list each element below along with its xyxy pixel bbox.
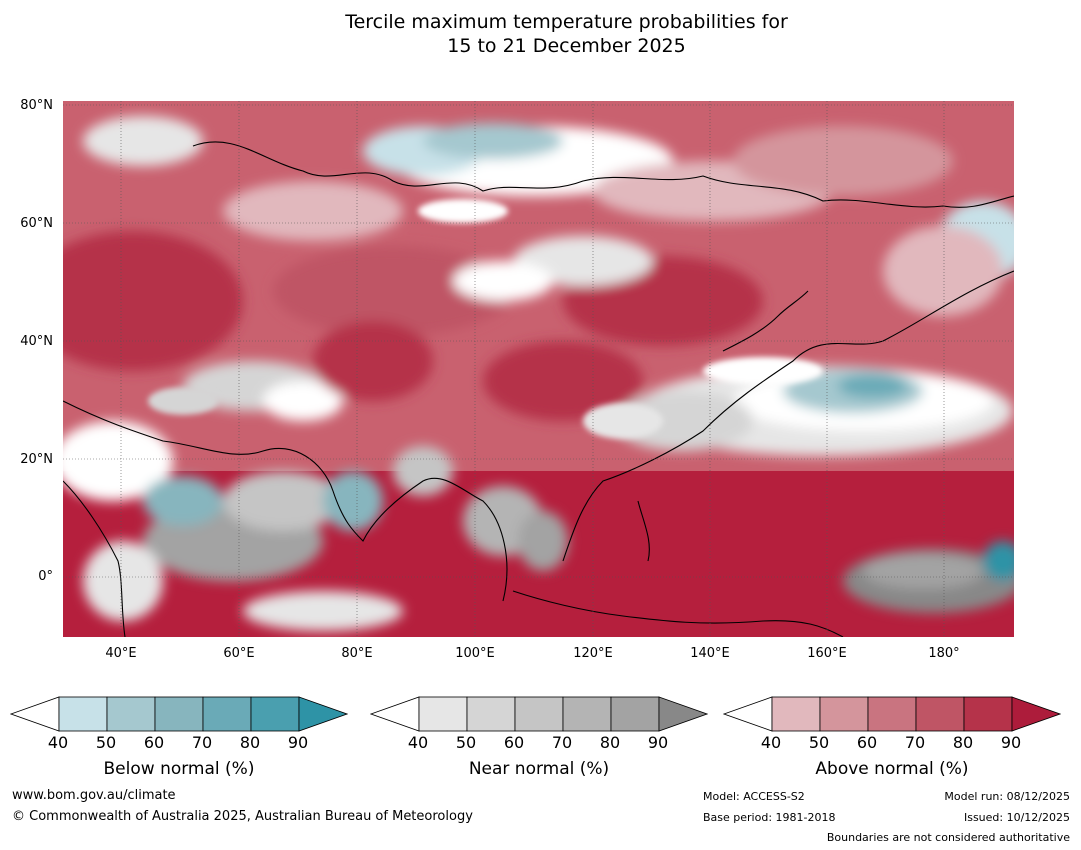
colorbar-title-below: Below normal (%) bbox=[103, 759, 255, 779]
colorbar-segment bbox=[466, 696, 516, 732]
footer-disclaimer: Boundaries are not considered authoritat… bbox=[826, 831, 1070, 844]
colorbar-segment bbox=[771, 696, 821, 732]
lon-label-120e: 120°E bbox=[573, 646, 613, 661]
tick: 40 bbox=[760, 733, 782, 752]
tick: 80 bbox=[599, 733, 621, 752]
lon-label-80e: 80°E bbox=[341, 646, 373, 661]
coastline-africa bbox=[63, 480, 126, 637]
footer-base-period: Base period: 1981-2018 bbox=[703, 811, 836, 824]
colorbar-segment bbox=[610, 696, 660, 732]
lat-label-80n: 80°N bbox=[20, 98, 53, 113]
lon-label-140e: 140°E bbox=[690, 646, 730, 661]
title-line-1: Tercile maximum temperature probabilitie… bbox=[345, 11, 788, 33]
tick: 90 bbox=[647, 733, 669, 752]
footer-issued: Issued: 10/12/2025 bbox=[963, 811, 1070, 824]
tick: 50 bbox=[455, 733, 477, 752]
colorbar-above-normal bbox=[723, 696, 1061, 734]
colorbar-segment bbox=[250, 696, 300, 732]
footer-model: Model: ACCESS-S2 bbox=[703, 790, 805, 803]
colorbar-segment bbox=[819, 696, 869, 732]
probability-map bbox=[63, 101, 1014, 637]
lon-label-160e: 160°E bbox=[807, 646, 847, 661]
footer-model-run: Model run: 08/12/2025 bbox=[944, 790, 1070, 803]
colorbar-extend-high bbox=[298, 696, 348, 732]
footer-copyright: © Commonwealth of Australia 2025, Austra… bbox=[12, 809, 473, 824]
colorbar-segment bbox=[963, 696, 1013, 732]
coastline-philippines bbox=[637, 500, 650, 562]
tick: 50 bbox=[95, 733, 117, 752]
lon-label-40e: 40°E bbox=[105, 646, 137, 661]
lon-label-100e: 100°E bbox=[455, 646, 495, 661]
coastline-indonesia bbox=[512, 590, 844, 637]
colorbar-extend-low bbox=[10, 696, 60, 732]
coastline-south-asia bbox=[63, 400, 508, 602]
tick: 80 bbox=[239, 733, 261, 752]
colorbar-segment bbox=[58, 696, 108, 732]
gridlines bbox=[63, 101, 1014, 637]
colorbar-title-above: Above normal (%) bbox=[815, 759, 969, 779]
tick: 60 bbox=[856, 733, 878, 752]
colorbar-segment bbox=[562, 696, 612, 732]
coastline-japan bbox=[722, 290, 809, 352]
lat-label-20n: 20°N bbox=[20, 452, 53, 467]
tick: 60 bbox=[503, 733, 525, 752]
tick: 70 bbox=[904, 733, 926, 752]
colorbar-segment bbox=[106, 696, 156, 732]
tick: 90 bbox=[287, 733, 309, 752]
tick: 80 bbox=[952, 733, 974, 752]
chart-title: Tercile maximum temperature probabilitie… bbox=[0, 10, 1081, 58]
colorbar-below-normal bbox=[10, 696, 348, 734]
colorbar-segment bbox=[915, 696, 965, 732]
colorbar-extend-high bbox=[1011, 696, 1061, 732]
coastline-north-asia bbox=[192, 141, 1014, 208]
colorbar-segment bbox=[154, 696, 204, 732]
tick: 90 bbox=[1000, 733, 1022, 752]
colorbar-title-near: Near normal (%) bbox=[468, 759, 610, 779]
colorbar-extend-high bbox=[658, 696, 708, 732]
colorbar-near-normal bbox=[370, 696, 708, 734]
lat-label-60n: 60°N bbox=[20, 216, 53, 231]
footer-website: www.bom.gov.au/climate bbox=[12, 788, 176, 803]
colorbar-segment bbox=[867, 696, 917, 732]
coastlines bbox=[63, 141, 1014, 637]
tick: 40 bbox=[407, 733, 429, 752]
colorbar-extend-low bbox=[723, 696, 773, 732]
colorbar-extend-low bbox=[370, 696, 420, 732]
tick: 60 bbox=[143, 733, 165, 752]
colorbar-segment bbox=[418, 696, 468, 732]
title-line-2: 15 to 21 December 2025 bbox=[447, 35, 686, 57]
lat-label-40n: 40°N bbox=[20, 334, 53, 349]
colorbar-segment bbox=[202, 696, 252, 732]
lat-label-0: 0° bbox=[38, 569, 53, 584]
tick: 50 bbox=[808, 733, 830, 752]
colorbar-segment bbox=[514, 696, 564, 732]
tick: 70 bbox=[191, 733, 213, 752]
tick: 40 bbox=[47, 733, 69, 752]
lon-label-60e: 60°E bbox=[223, 646, 255, 661]
lon-label-180: 180° bbox=[928, 646, 960, 661]
coastline-east-asia bbox=[562, 270, 1014, 562]
tick: 70 bbox=[551, 733, 573, 752]
